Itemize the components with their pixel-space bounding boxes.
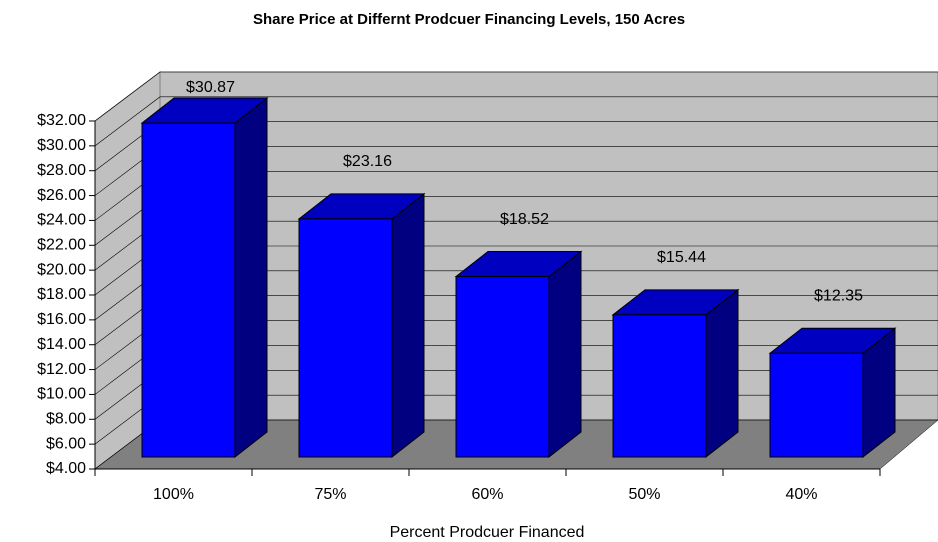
bar-side — [234, 97, 268, 459]
chart-title: Share Price at Differnt Prodcuer Financi… — [253, 11, 685, 28]
y-tick-label: $22.00 — [37, 237, 86, 254]
bar — [769, 352, 864, 458]
bar — [612, 314, 707, 458]
y-tick-label: $8.00 — [46, 411, 86, 428]
bar — [141, 122, 236, 458]
y-tick-label: $24.00 — [37, 212, 86, 229]
y-tick-label: $10.00 — [37, 386, 86, 403]
bar-side — [391, 192, 425, 459]
data-label: $15.44 — [657, 249, 706, 266]
bar-side — [705, 288, 739, 459]
bar-side — [548, 250, 582, 459]
x-tick-label: 40% — [785, 486, 817, 503]
data-label: $30.87 — [186, 79, 235, 96]
bar — [298, 218, 393, 458]
x-tick-label: 100% — [153, 486, 194, 503]
x-axis-title: Percent Prodcuer Financed — [390, 524, 585, 541]
grid-line — [94, 96, 938, 147]
data-label: $12.35 — [814, 287, 863, 304]
y-tick-label: $18.00 — [37, 286, 86, 303]
y-tick-label: $32.00 — [37, 112, 86, 129]
y-tick-label: $16.00 — [37, 311, 86, 328]
y-tick-label: $26.00 — [37, 187, 86, 204]
y-tick-label: $4.00 — [46, 460, 86, 477]
y-tick-label: $20.00 — [37, 261, 86, 278]
y-tick-label: $6.00 — [46, 435, 86, 452]
y-tick-label: $28.00 — [37, 162, 86, 179]
x-tick-label: 75% — [314, 486, 346, 503]
x-tick-label: 50% — [628, 486, 660, 503]
x-tick-label: 60% — [471, 486, 503, 503]
data-label: $23.16 — [343, 153, 392, 170]
y-tick-label: $30.00 — [37, 137, 86, 154]
data-label: $18.52 — [500, 211, 549, 228]
bar — [455, 276, 550, 458]
y-tick-label: $14.00 — [37, 336, 86, 353]
y-tick-label: $12.00 — [37, 361, 86, 378]
grid-line — [94, 71, 938, 122]
